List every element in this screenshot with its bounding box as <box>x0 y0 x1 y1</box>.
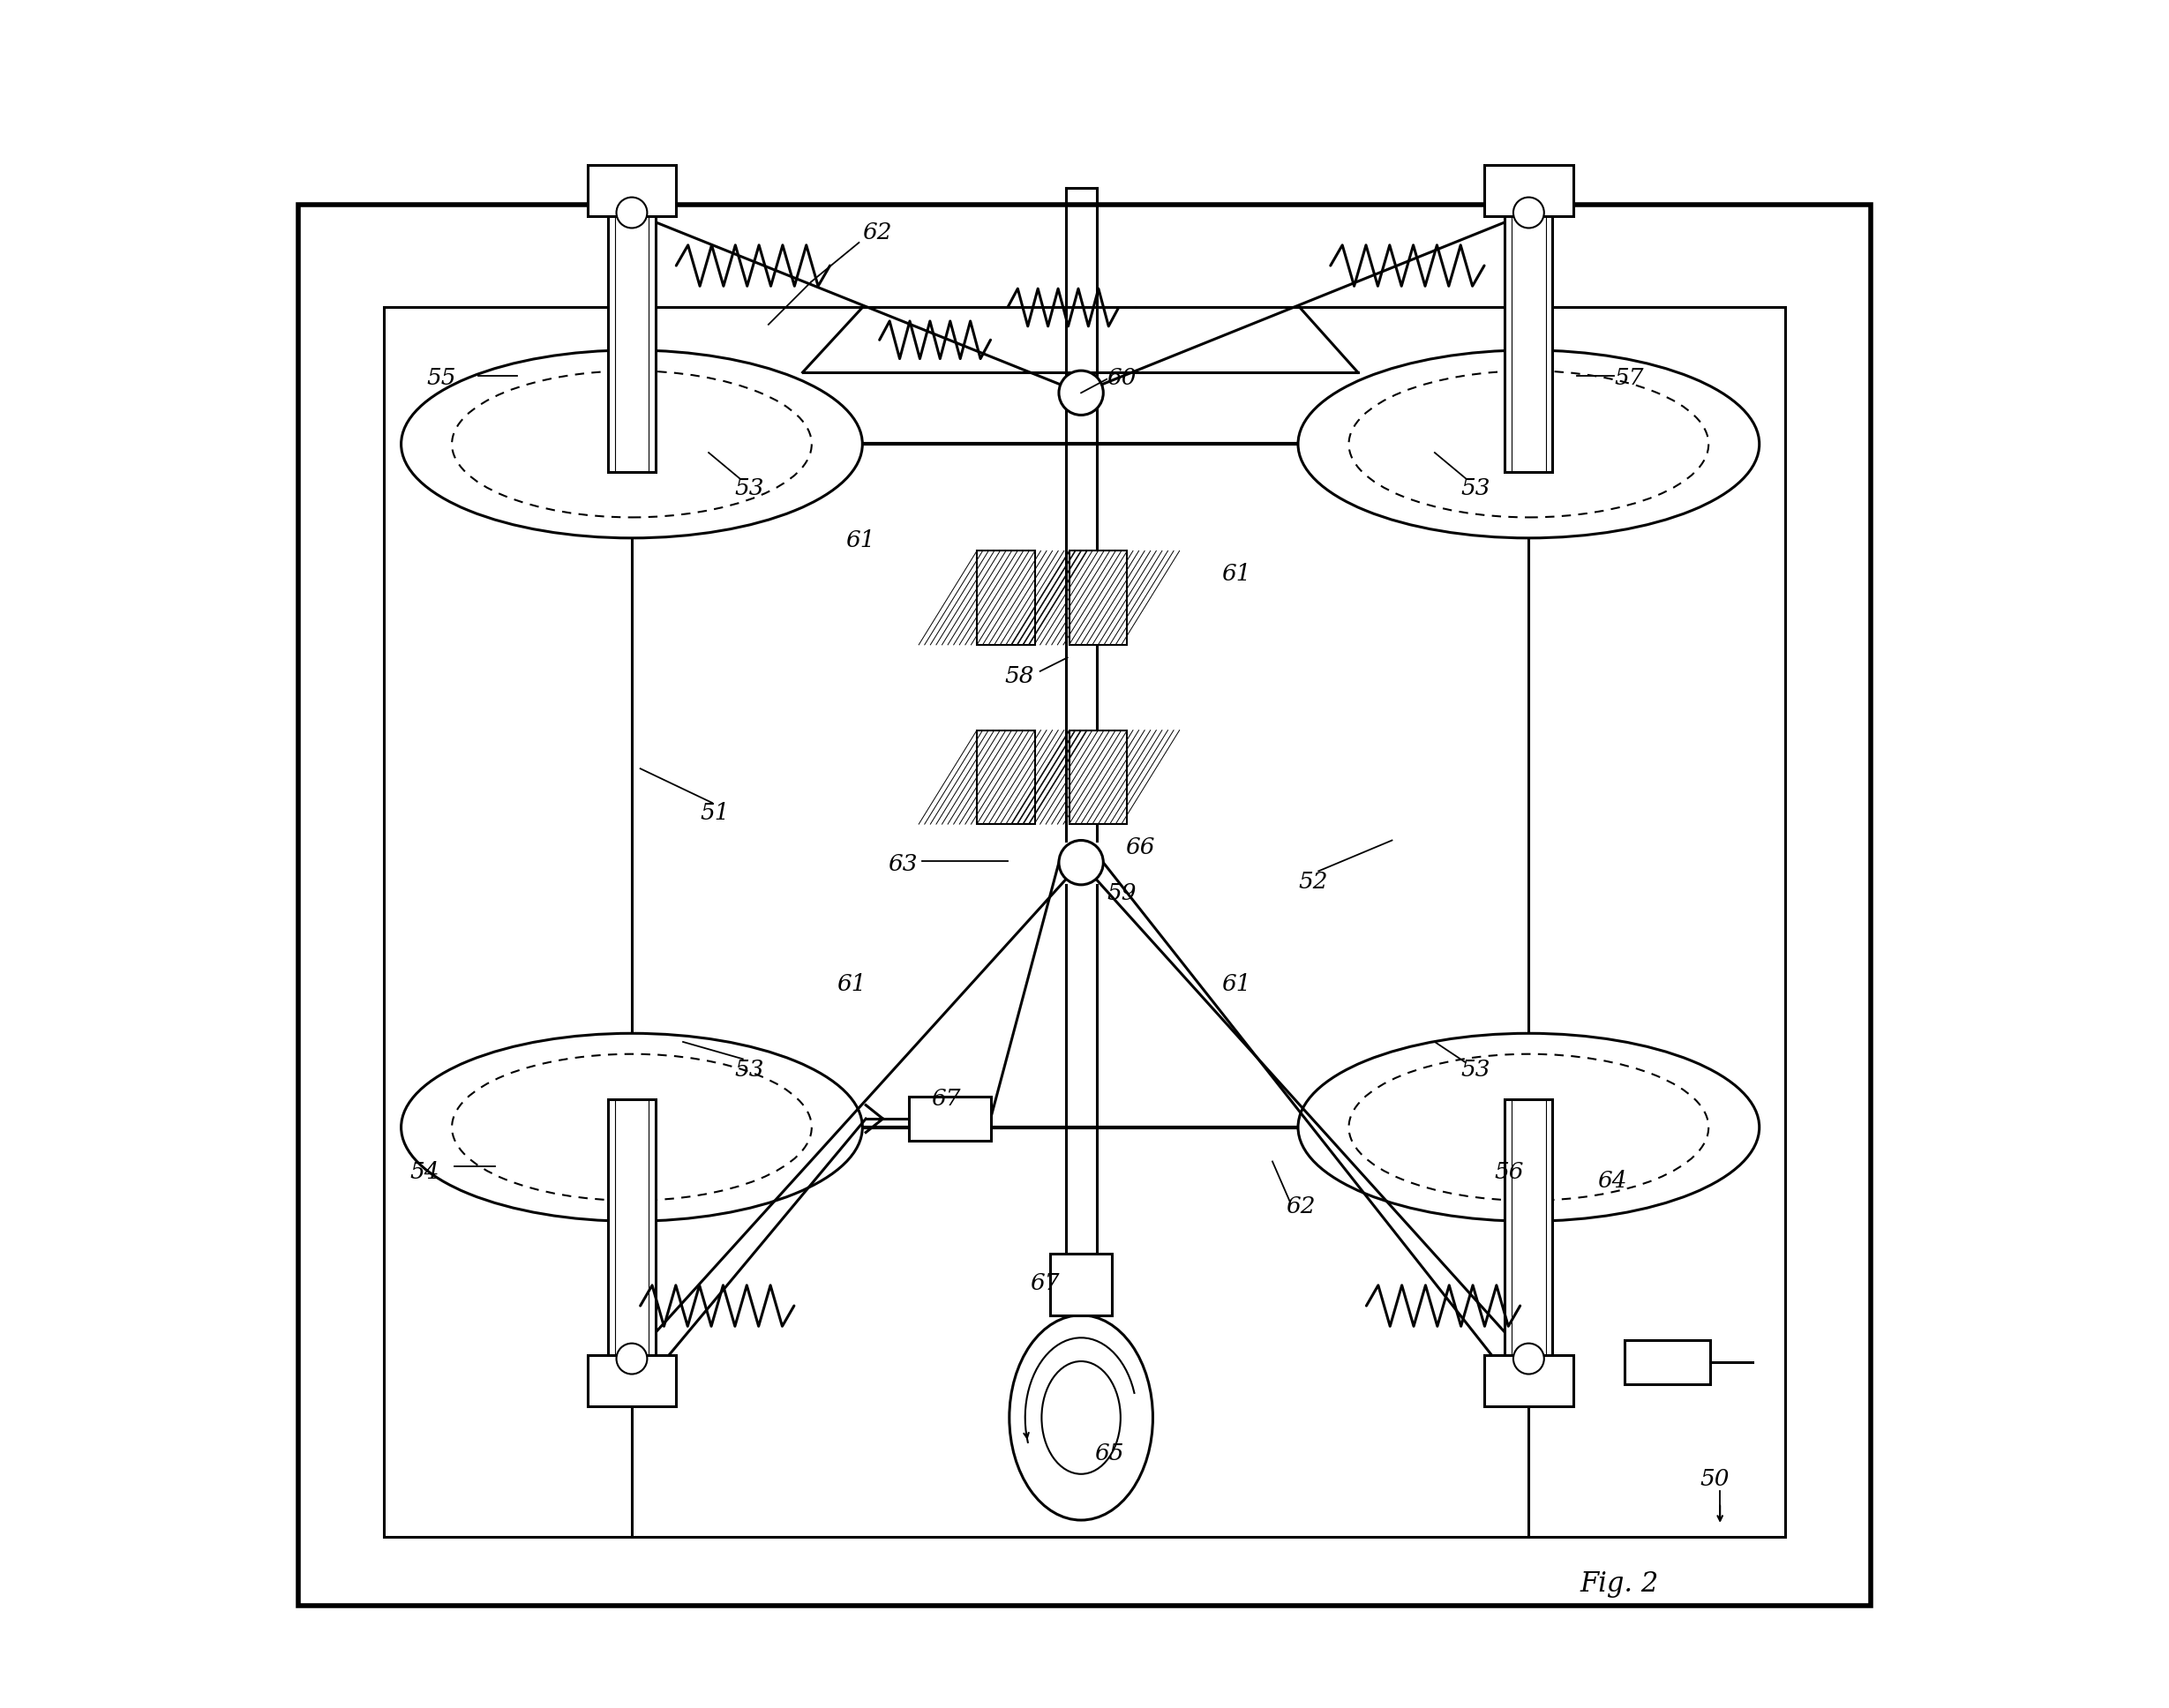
Circle shape <box>616 196 646 227</box>
Text: 53: 53 <box>1460 478 1490 500</box>
Text: 67: 67 <box>1030 1272 1058 1295</box>
Bar <box>909 1097 991 1141</box>
Bar <box>1484 164 1573 215</box>
Circle shape <box>1058 371 1104 415</box>
Ellipse shape <box>1297 350 1759 538</box>
Text: 63: 63 <box>887 854 917 876</box>
Bar <box>607 190 655 471</box>
Text: 53: 53 <box>1460 1059 1490 1081</box>
Text: 61: 61 <box>846 529 874 552</box>
Text: 61: 61 <box>837 974 865 996</box>
Text: 66: 66 <box>1126 837 1156 859</box>
Bar <box>1069 729 1128 823</box>
Bar <box>1625 1339 1709 1383</box>
Text: 67: 67 <box>931 1088 961 1110</box>
Text: 53: 53 <box>735 1059 763 1081</box>
Ellipse shape <box>401 1033 863 1221</box>
Circle shape <box>1514 1342 1544 1373</box>
Text: 54: 54 <box>410 1161 440 1184</box>
Text: 64: 64 <box>1596 1170 1627 1192</box>
Circle shape <box>1514 196 1544 227</box>
Ellipse shape <box>1297 1033 1759 1221</box>
Bar <box>976 729 1035 823</box>
Bar <box>588 1356 677 1407</box>
Text: Fig. 2: Fig. 2 <box>1579 1571 1659 1599</box>
Bar <box>384 307 1785 1537</box>
Text: 61: 61 <box>1221 974 1252 996</box>
Bar <box>1484 1356 1573 1407</box>
Bar <box>299 205 1870 1606</box>
Text: 61: 61 <box>1221 564 1252 586</box>
Text: 51: 51 <box>701 803 729 825</box>
Text: 65: 65 <box>1095 1443 1124 1465</box>
Circle shape <box>1058 840 1104 885</box>
Text: 62: 62 <box>1286 1196 1317 1218</box>
Ellipse shape <box>1009 1315 1154 1520</box>
Text: 60: 60 <box>1106 367 1137 389</box>
Text: 50: 50 <box>1700 1469 1729 1491</box>
Circle shape <box>616 1342 646 1373</box>
Text: 62: 62 <box>863 222 891 244</box>
Bar <box>1505 1100 1553 1380</box>
Bar <box>607 1100 655 1380</box>
Bar <box>588 164 677 215</box>
Text: 59: 59 <box>1106 883 1137 905</box>
Bar <box>1505 190 1553 471</box>
Bar <box>976 550 1035 644</box>
Text: 53: 53 <box>735 478 763 500</box>
Bar <box>1069 550 1128 644</box>
Text: 57: 57 <box>1614 367 1644 389</box>
Text: 58: 58 <box>1004 666 1035 688</box>
Bar <box>1050 1254 1113 1315</box>
Text: 55: 55 <box>427 367 455 389</box>
Ellipse shape <box>401 350 863 538</box>
Text: 56: 56 <box>1494 1161 1525 1184</box>
Text: 52: 52 <box>1297 871 1327 893</box>
